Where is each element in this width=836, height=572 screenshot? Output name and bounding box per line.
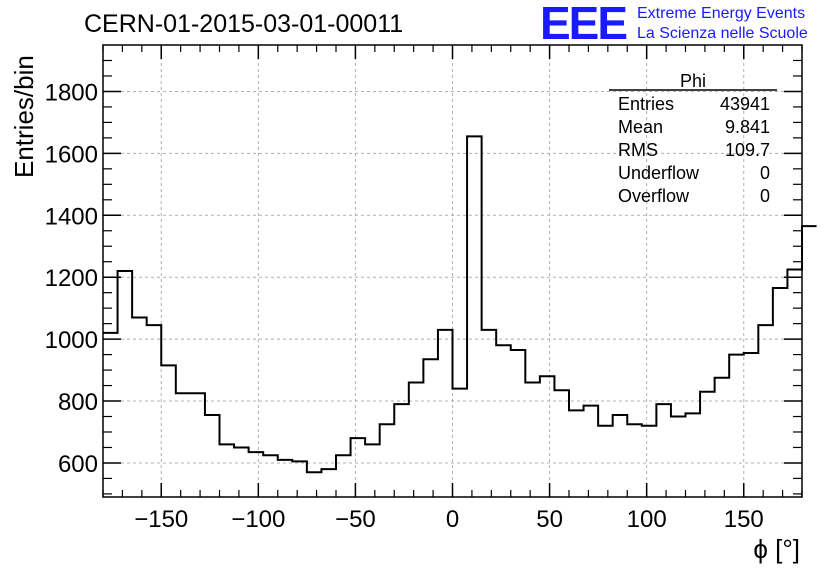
- x-axis-ticks: −150 −100 −50 0 50 100 150: [102, 45, 803, 533]
- logo-caption-line2: La Scienza nelle Scuole: [637, 25, 808, 42]
- stats-label: Mean: [618, 117, 663, 137]
- stats-value: 43941: [720, 94, 770, 114]
- y-tick-label: 1400: [45, 203, 98, 230]
- stats-label: Entries: [618, 94, 674, 114]
- x-tick-label: 100: [627, 506, 667, 533]
- stats-value: 9.841: [725, 117, 770, 137]
- stats-value: 0: [760, 163, 770, 183]
- y-tick-label: 1600: [45, 141, 98, 168]
- stats-label: Overflow: [618, 186, 690, 206]
- x-tick-label: −100: [231, 506, 285, 533]
- y-axis-ticks: 600 800 1000 1200 1400 1600 1800: [45, 59, 802, 495]
- run-title: CERN-01-2015-03-01-00011: [84, 10, 404, 38]
- x-axis-label: ϕ [°]: [753, 534, 800, 564]
- stats-value: 0: [760, 186, 770, 206]
- stats-label: RMS: [618, 140, 658, 160]
- stats-value: 109.7: [725, 140, 770, 160]
- eee-logo: EEE: [540, 0, 628, 49]
- y-axis-label: Entries/bin: [9, 55, 39, 178]
- logo-caption-line1: Extreme Energy Events: [637, 5, 806, 22]
- y-tick-label: 600: [58, 451, 98, 478]
- histogram-step-line: [103, 135, 817, 474]
- y-tick-label: 1200: [45, 265, 98, 292]
- x-tick-label: 50: [536, 506, 563, 533]
- stats-title: Phi: [680, 71, 706, 91]
- x-tick-label: −150: [134, 506, 188, 533]
- x-tick-label: −50: [335, 506, 376, 533]
- x-tick-label: 0: [446, 506, 459, 533]
- y-tick-label: 1000: [45, 327, 98, 354]
- y-tick-label: 1800: [45, 79, 98, 106]
- stats-box: Phi Entries 43941 Mean 9.841 RMS 109.7 Underflo…: [609, 71, 777, 206]
- logo-caption: Extreme Energy Events La Scienza nelle S…: [637, 4, 808, 44]
- grid-lines: [103, 45, 802, 497]
- x-tick-label: 150: [724, 506, 764, 533]
- stats-label: Underflow: [618, 163, 700, 183]
- y-tick-label: 800: [58, 389, 98, 416]
